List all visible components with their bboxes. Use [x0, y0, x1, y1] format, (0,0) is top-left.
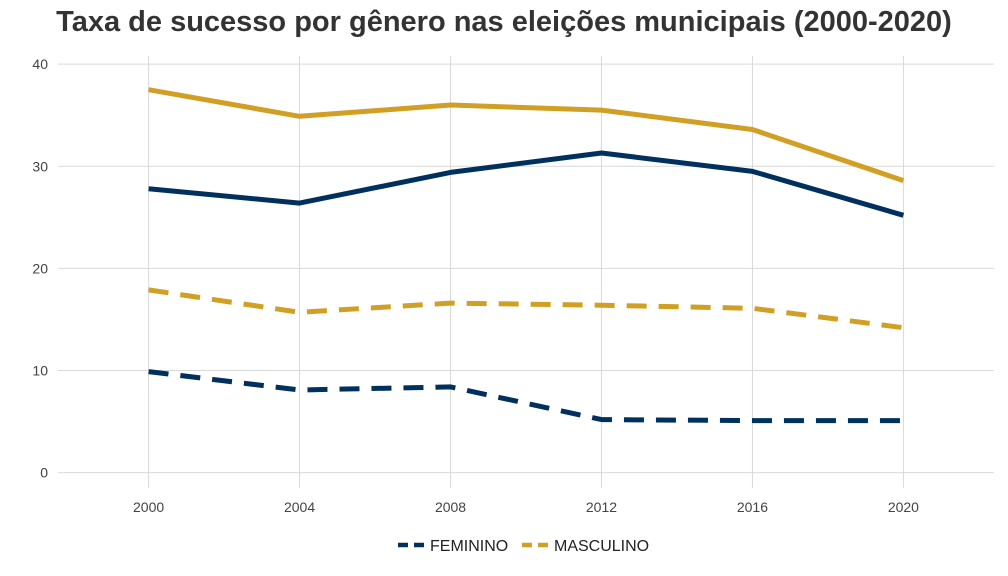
x-tick-label: 2012 — [586, 499, 617, 515]
series-line-masculino-solid — [148, 87, 905, 183]
series-line-masculino-dashed — [148, 287, 904, 331]
x-tick-label: 2020 — [888, 499, 919, 515]
series-group — [148, 87, 905, 424]
x-tick-label: 2008 — [435, 499, 466, 515]
y-tick-label: 20 — [32, 260, 48, 276]
chart-title: Taxa de sucesso por gênero nas eleições … — [56, 6, 952, 38]
x-tick-label: 2016 — [737, 499, 768, 515]
y-tick-label: 0 — [40, 465, 48, 481]
y-tick-label: 40 — [32, 56, 48, 72]
legend: FEMININO MASCULINO — [398, 538, 649, 555]
series-line-feminino-solid — [148, 150, 905, 218]
x-tick-label: 2004 — [284, 499, 315, 515]
series-line-feminino-dashed — [148, 369, 904, 424]
legend-label-masculino: MASCULINO — [554, 538, 649, 555]
axis-labels: 0 10 20 30 40 2000 2004 2008 2012 2016 2020 — [32, 56, 919, 515]
grid — [58, 56, 994, 488]
legend-label-feminino: FEMININO — [430, 538, 508, 555]
x-tick-label: 2000 — [133, 499, 164, 515]
y-tick-label: 30 — [32, 158, 48, 174]
y-tick-label: 10 — [32, 363, 48, 379]
